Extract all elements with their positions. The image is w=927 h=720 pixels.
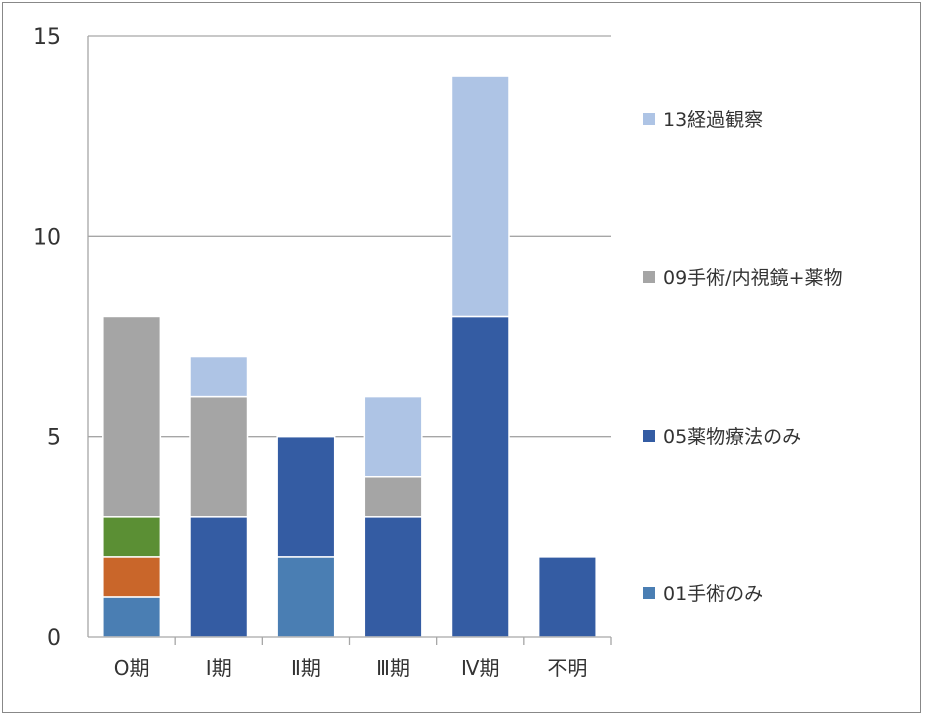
x-tick-label: Ⅳ期 [461,656,499,680]
y-tick-label: 0 [47,626,61,651]
bar-segment [189,355,249,398]
bar-segment [189,516,249,638]
legend-swatch [643,430,655,442]
bar-segment [102,516,162,558]
legend-label: 13経過観察 [663,109,763,131]
bar-segment [450,315,510,638]
x-axis: O期 Ⅰ期 Ⅱ期 Ⅲ期 Ⅳ期 不明 [88,636,612,680]
y-tick-label: 10 [33,225,61,250]
legend-swatch [643,587,655,599]
bar-segment [363,395,423,478]
legend-label: 01手術のみ [663,583,763,605]
bar-segment [276,556,336,638]
bar-segment [363,516,423,638]
legend-swatch [643,271,655,283]
stacked-bar-chart: 0 5 10 15 O期 Ⅰ期 Ⅱ期 Ⅲ期 Ⅳ期 不明 13経過観察 09手術/内視鏡+薬物 05薬… [33,25,843,680]
bar-segment [102,315,162,518]
x-tick-label: Ⅲ期 [376,656,410,680]
x-tick-label: Ⅰ期 [206,656,232,680]
bar-segment [189,395,249,518]
chart-frame: 0 5 10 15 O期 Ⅰ期 Ⅱ期 Ⅲ期 Ⅳ期 不明 13経過観察 09手術/内視鏡+薬物 05薬… [2,2,921,713]
legend: 13経過観察 09手術/内視鏡+薬物 05薬物療法のみ 01手術のみ [643,109,843,605]
y-tick-label: 15 [33,25,61,50]
legend-label: 05薬物療法のみ [663,426,801,448]
bar-segment [102,556,162,598]
bar-segment [450,75,510,318]
bar-segment [276,435,336,558]
y-tick-label: 5 [47,426,61,451]
x-tick-label: 不明 [547,656,587,680]
legend-label: 09手術/内視鏡+薬物 [663,267,843,289]
bar-segment [363,475,423,518]
gridlines [88,35,611,438]
bar-segment [537,556,597,638]
x-tick-label: Ⅱ期 [291,656,321,680]
bar-segment [102,596,162,638]
bars [102,75,597,638]
y-axis: 0 5 10 15 [33,25,89,651]
x-tick-label: O期 [114,656,150,680]
legend-swatch [643,113,655,125]
